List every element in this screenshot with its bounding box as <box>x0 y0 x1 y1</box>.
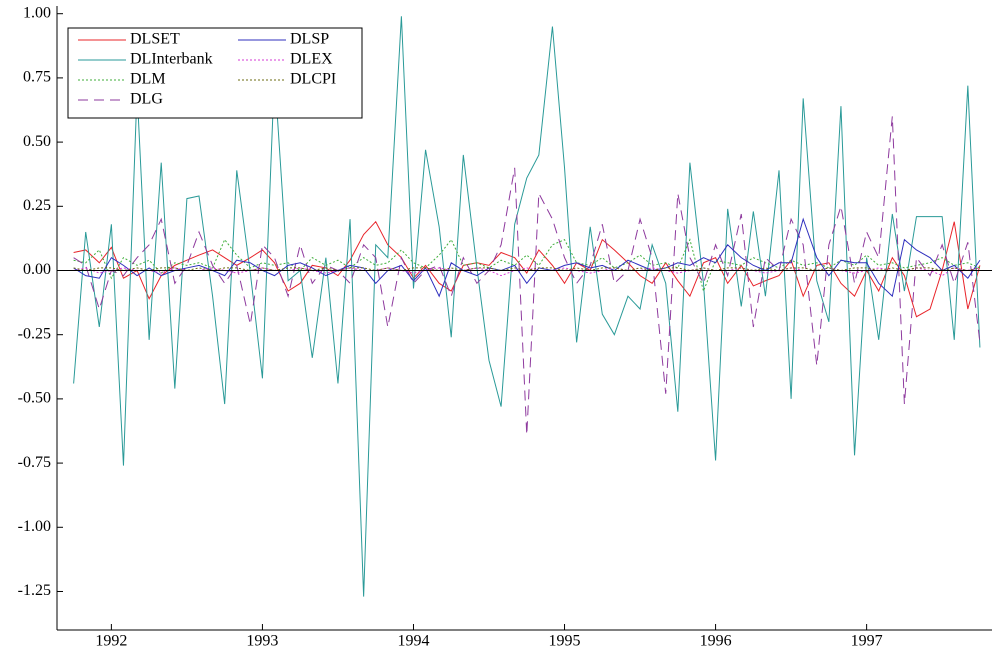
x-tick-label: 1992 <box>95 633 127 650</box>
chart: 1.00 0.75 0.50 0.25 0.00 -0.25 -0.50 -0.75 -1.00… <box>0 0 992 652</box>
y-tick-label: -1.25 <box>18 582 51 599</box>
x-tick-label: 1994 <box>397 633 429 650</box>
x-tick-label: 1996 <box>700 633 732 650</box>
y-tick-label: -0.75 <box>18 454 51 471</box>
y-tick-label: -1.00 <box>18 518 51 535</box>
x-tick-label: 1993 <box>246 633 278 650</box>
legend-label: DLEX <box>290 51 333 68</box>
legend-label: DLG <box>130 91 163 108</box>
y-tick-label: -0.25 <box>18 325 51 342</box>
y-tick-label: 0.75 <box>23 69 51 86</box>
x-tick-label: 1997 <box>851 633 883 650</box>
x-tick-label: 1995 <box>549 633 581 650</box>
y-tick-label: 0.00 <box>23 261 51 278</box>
y-tick-label: 0.50 <box>23 133 51 150</box>
legend-label: DLSP <box>290 31 329 48</box>
legend-label: DLInterbank <box>130 51 213 68</box>
y-tick-label: 1.00 <box>23 4 51 21</box>
y-tick-label: -0.50 <box>18 390 51 407</box>
y-tick-label: 0.25 <box>23 197 51 214</box>
legend-label: DLCPI <box>290 71 336 88</box>
legend-label: DLSET <box>130 31 180 48</box>
legend-label: DLM <box>130 71 166 88</box>
